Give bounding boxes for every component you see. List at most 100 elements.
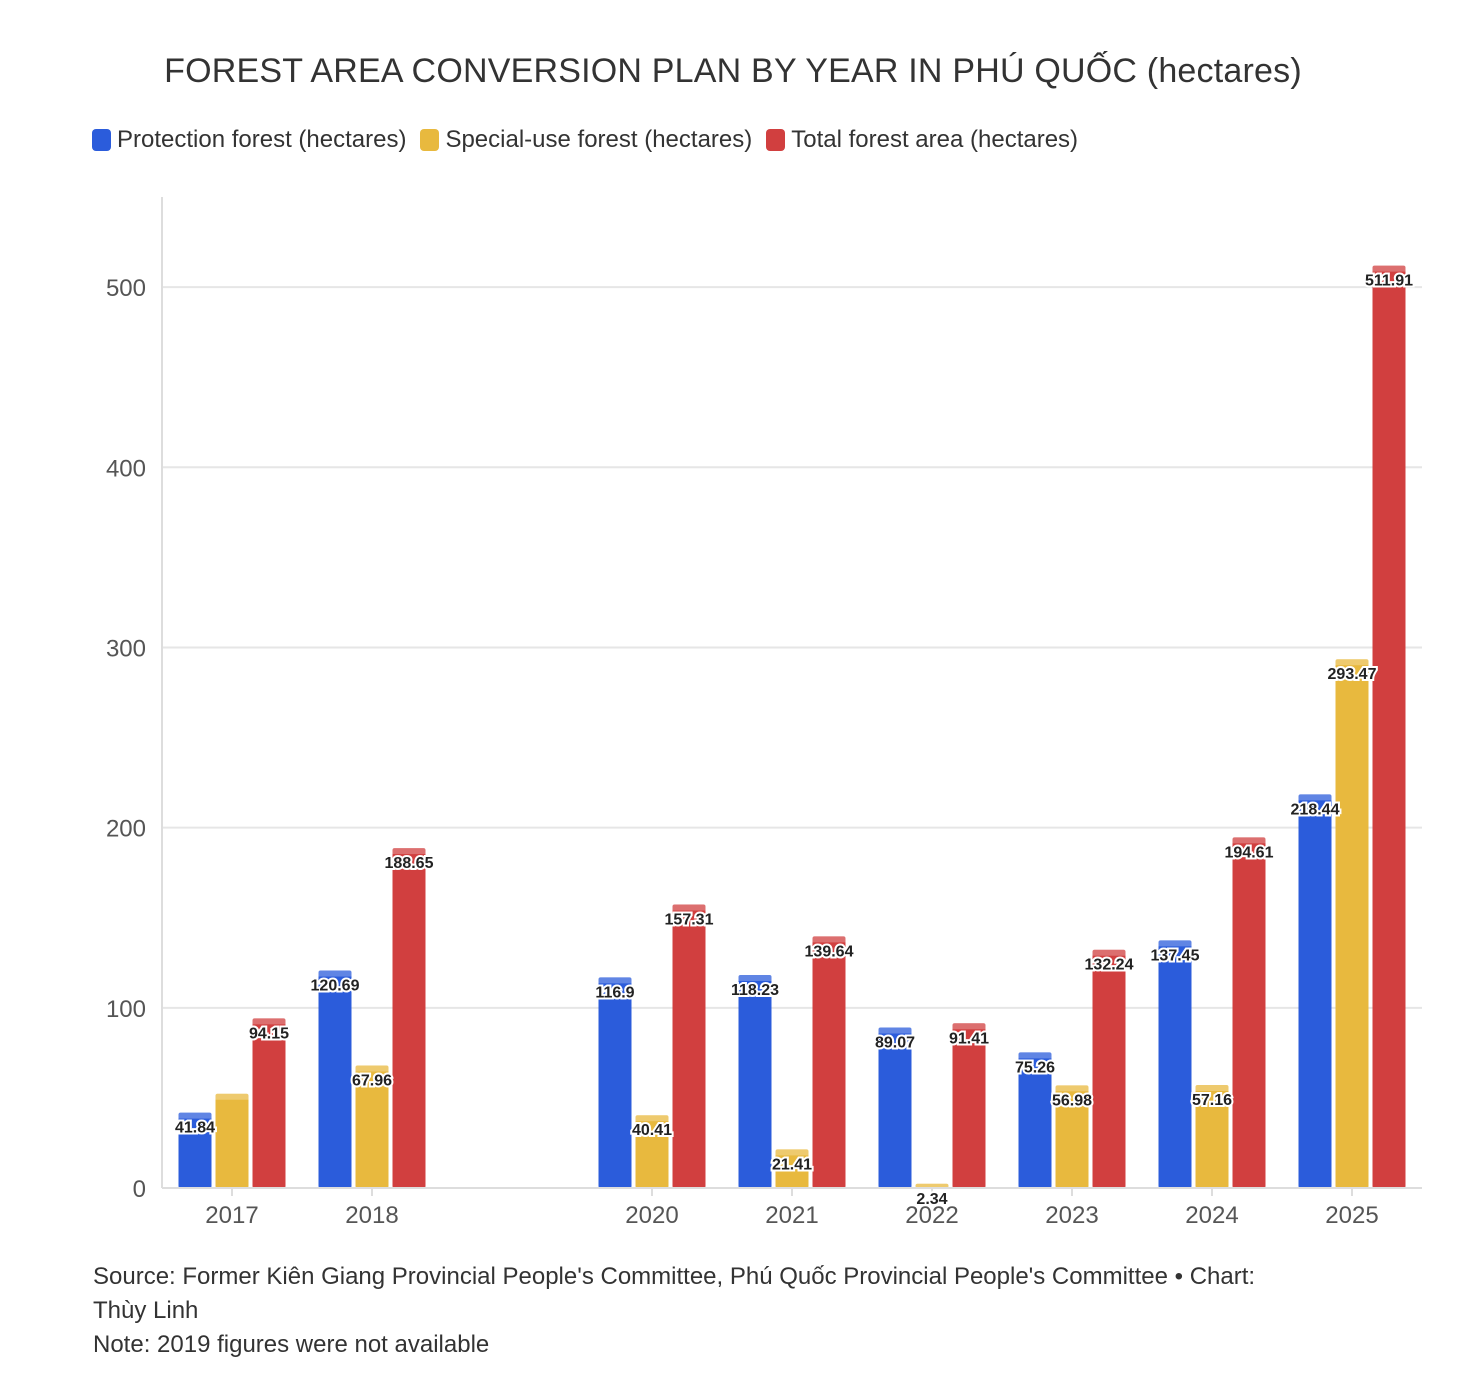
bar-cap <box>1018 1052 1052 1059</box>
bar-cap <box>1298 794 1332 801</box>
legend-item-protection[interactable]: Protection forest (hectares) <box>92 126 406 154</box>
y-tick-label: 200 <box>106 816 146 843</box>
data-label: 75.26 <box>1015 1059 1055 1076</box>
source-line-1: Source: Former Kiên Giang Provincial Peo… <box>93 1263 1256 1290</box>
bar-cap <box>878 1027 912 1034</box>
y-tick-label: 100 <box>106 996 146 1023</box>
bar-cap <box>318 970 352 977</box>
y-tick-label: 500 <box>106 275 146 302</box>
bar-cap <box>738 974 772 981</box>
chart-footer: Source: Former Kiên Giang Provincial Peo… <box>93 1260 1413 1362</box>
bar-cap <box>1092 949 1126 956</box>
data-label: 57.16 <box>1192 1092 1232 1109</box>
legend-label-protection: Protection forest (hectares) <box>117 126 407 153</box>
bar-cap <box>1335 659 1369 666</box>
bar-cap <box>355 1065 389 1072</box>
bar-cap <box>1372 265 1406 272</box>
bar-cap <box>215 1093 249 1100</box>
bar-chart: 0 100 200 300 400 500 2017 2018 2020 2021 2022 2023… <box>106 197 1422 1229</box>
bar <box>952 1023 986 1188</box>
legend-label-special-use: Special-use forest (hectares) <box>445 126 753 153</box>
bar <box>672 904 706 1188</box>
legend-swatch-total <box>766 129 786 151</box>
data-label: 116.9 <box>595 984 634 1001</box>
bar <box>392 848 426 1188</box>
data-label: 56.98 <box>1052 1092 1092 1109</box>
bar <box>598 977 632 1188</box>
bar <box>178 1112 212 1188</box>
x-tick-label: 2021 <box>765 1202 818 1229</box>
data-label: 132.24 <box>1085 957 1134 974</box>
x-tick-label: 2025 <box>1325 1202 1378 1229</box>
bar <box>775 1149 809 1188</box>
bar-cap <box>1232 837 1266 844</box>
bar <box>318 970 352 1188</box>
bar-cap <box>915 1183 949 1188</box>
x-tick-label: 2017 <box>205 1202 258 1229</box>
y-tick-label: 400 <box>106 455 146 482</box>
bar <box>1372 265 1406 1189</box>
x-tick-label: 2023 <box>1045 1202 1098 1229</box>
bar-cap <box>1158 940 1192 947</box>
bar-cap <box>635 1115 669 1122</box>
bar <box>635 1115 669 1188</box>
x-tick-label: 2024 <box>1185 1202 1238 1229</box>
bar <box>1232 837 1266 1188</box>
bar <box>252 1018 286 1188</box>
bar-cap <box>598 977 632 984</box>
data-label: 157.31 <box>665 912 714 929</box>
data-label: 511.91 <box>1365 273 1413 290</box>
bar <box>915 1183 949 1188</box>
bar <box>355 1065 389 1188</box>
legend-swatch-special-use <box>420 129 440 151</box>
data-label: 137.45 <box>1151 947 1200 964</box>
data-label: 2.34 <box>916 1191 947 1208</box>
data-label: 120.69 <box>311 978 360 995</box>
bar-cap <box>1195 1085 1229 1092</box>
chart-legend: Protection forest (hectares) Special-use… <box>92 126 1092 154</box>
legend-swatch-protection <box>92 129 111 151</box>
bar-cap <box>672 904 706 911</box>
data-label: 91.41 <box>949 1030 989 1047</box>
bar <box>1092 949 1126 1188</box>
data-label: 218.44 <box>1291 801 1340 818</box>
data-label: 118.23 <box>731 982 779 999</box>
bar <box>215 1093 249 1188</box>
footnote: Note: 2019 figures were not available <box>93 1331 490 1358</box>
bar <box>878 1027 912 1188</box>
y-tick-label: 300 <box>106 635 146 662</box>
bar <box>1298 794 1332 1188</box>
bar-cap <box>775 1149 809 1156</box>
bar-cap <box>812 936 846 943</box>
bar <box>1335 659 1369 1188</box>
data-label: 188.65 <box>385 855 434 872</box>
x-tick-label: 2022 <box>905 1202 958 1229</box>
data-label: 21.41 <box>772 1156 812 1173</box>
data-label: 67.96 <box>352 1073 392 1090</box>
bar <box>1195 1085 1229 1188</box>
legend-item-special-use[interactable]: Special-use forest (hectares) <box>420 126 752 154</box>
chart-title: FOREST AREA CONVERSION PLAN BY YEAR IN P… <box>164 52 1302 90</box>
data-label: 89.07 <box>875 1035 915 1052</box>
bar-cap <box>1055 1085 1089 1092</box>
data-label: 41.84 <box>175 1120 215 1137</box>
data-label: 194.61 <box>1225 844 1274 861</box>
bar-cap <box>178 1112 212 1119</box>
bar <box>812 936 846 1188</box>
x-tick-label: 2018 <box>345 1202 398 1229</box>
legend-label-total: Total forest area (hectares) <box>791 126 1079 153</box>
bar-cap <box>952 1023 986 1030</box>
bar <box>1158 940 1192 1188</box>
bar <box>1018 1052 1052 1188</box>
data-label: 139.64 <box>805 943 854 960</box>
bar <box>1055 1085 1089 1188</box>
legend-item-total[interactable]: Total forest area (hectares) <box>766 126 1078 154</box>
y-tick-label: 0 <box>133 1176 146 1203</box>
bar-cap <box>252 1018 286 1025</box>
bar <box>738 974 772 1188</box>
source-line-2: Thùy Linh <box>93 1297 199 1324</box>
data-label: 293.47 <box>1328 666 1377 683</box>
bar-cap <box>392 848 426 855</box>
data-label: 94.15 <box>249 1025 289 1042</box>
x-tick-label: 2020 <box>625 1202 678 1229</box>
